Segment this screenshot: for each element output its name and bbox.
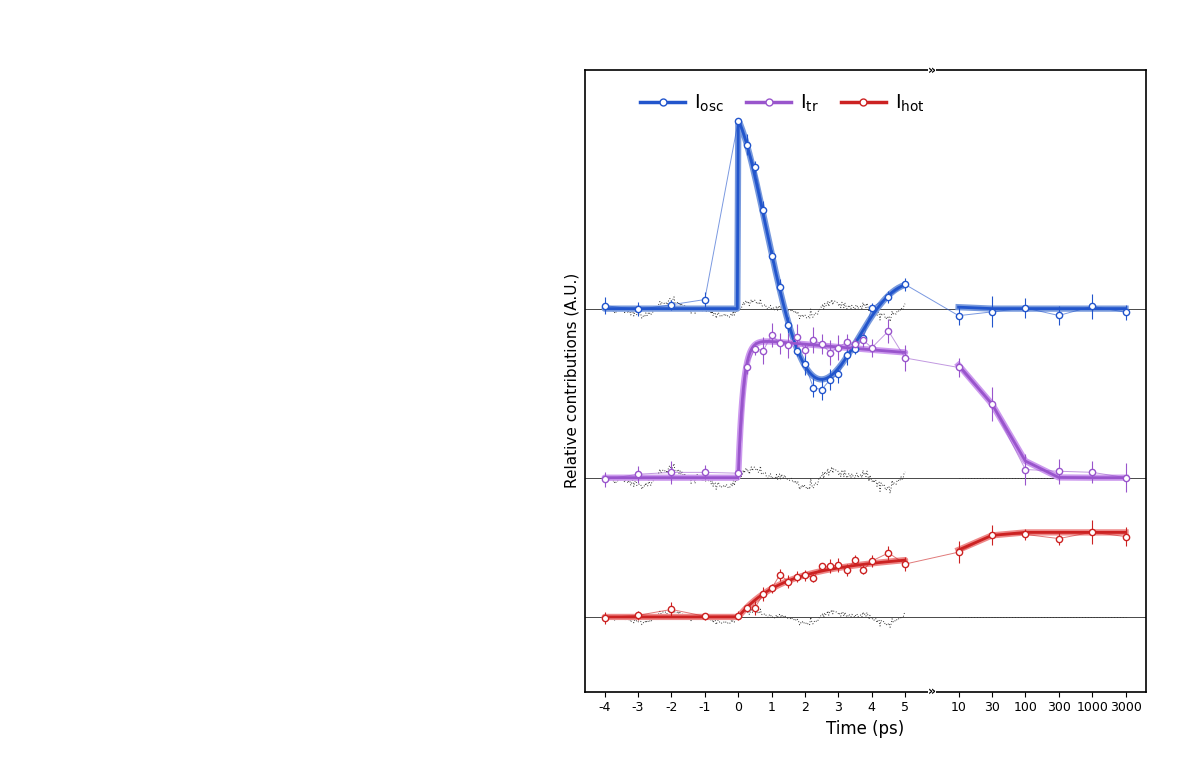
Legend: I$_{\mathregular{osc}}$, I$_{\mathregular{tr}}$, I$_{\mathregular{hot}}$: I$_{\mathregular{osc}}$, I$_{\mathregula…: [633, 85, 932, 121]
Text: »: »: [928, 685, 935, 698]
Y-axis label: Relative contributions (A.U.): Relative contributions (A.U.): [565, 273, 579, 489]
Text: »: »: [928, 64, 935, 76]
X-axis label: Time (ps): Time (ps): [826, 720, 905, 738]
